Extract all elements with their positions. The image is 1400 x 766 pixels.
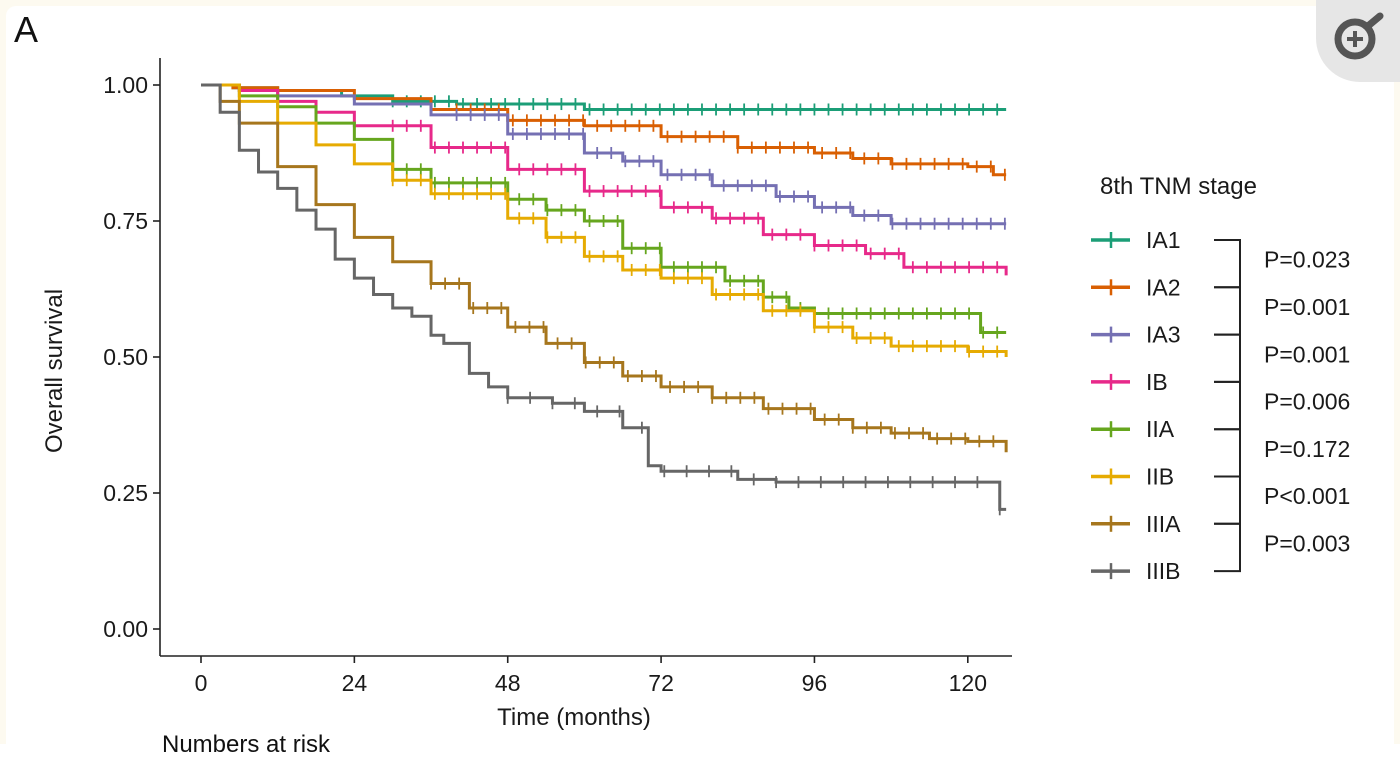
pvalue-bracket [1214, 239, 1241, 289]
y-tick-label: 0.50 [103, 344, 148, 370]
numbers-at-risk-heading: Numbers at risk [162, 731, 331, 758]
legend: 8th TNM stage IA1 IA2 IA3 IB IIA IIB IIIA IIIB P=… [1091, 173, 1350, 584]
x-tick-label: 120 [949, 670, 987, 696]
panel-label: A [14, 9, 39, 50]
legend-label-IIIB: IIIB [1146, 558, 1181, 584]
series-line-IA2 [201, 83, 1007, 177]
pvalue-label: P=0.003 [1264, 530, 1350, 556]
x-axis-label: Time (months) [497, 704, 651, 731]
legend-label-IIB: IIB [1146, 464, 1174, 490]
x-tick-label: 96 [802, 670, 828, 696]
series-IB [201, 83, 1008, 276]
x-tick-label: 0 [195, 670, 208, 696]
series-line-IA3 [201, 83, 1007, 226]
series-IIIA [201, 83, 1008, 453]
pvalue-label: P=0.006 [1264, 389, 1350, 415]
series-line-IIB [201, 83, 1008, 357]
pvalue-bracket [1214, 380, 1241, 431]
y-tick-label: 1.00 [103, 72, 148, 98]
legend-label-IA3: IA3 [1146, 322, 1181, 348]
series-IIB [201, 83, 1008, 358]
pvalue-label: P<0.001 [1264, 483, 1350, 509]
legend-label-IIIA: IIIA [1146, 511, 1181, 537]
y-tick-label: 0.00 [103, 616, 148, 642]
series-line-IIIB [201, 83, 1007, 511]
y-tick-label: 0.75 [103, 208, 148, 234]
zoom-in-icon [1334, 12, 1384, 60]
pvalue-label: P=0.023 [1264, 247, 1350, 273]
pvalue-bracket [1214, 333, 1241, 383]
pvalue-label: P=0.001 [1264, 294, 1350, 320]
series-IIIB [201, 83, 1007, 516]
pvalue-label: P=0.172 [1264, 436, 1350, 462]
pvalue-bracket [1214, 428, 1241, 478]
pvalue-bracket [1214, 475, 1241, 525]
y-tick-label: 0.25 [103, 480, 148, 506]
zoom-button[interactable] [1316, 0, 1400, 82]
legend-label-IA2: IA2 [1146, 274, 1181, 300]
pvalue-bracket [1214, 522, 1241, 573]
series-IIA [201, 83, 1007, 339]
legend-label-IA1: IA1 [1146, 227, 1181, 253]
series-line-IIA [201, 83, 1007, 335]
legend-label-IB: IB [1146, 369, 1168, 395]
series-IA2 [201, 83, 1007, 181]
series-line-IB [201, 83, 1008, 276]
series-IA3 [201, 83, 1007, 230]
pvalue-bracket [1214, 286, 1241, 336]
y-axis-label: Overall survival [41, 289, 68, 453]
series-line-IIIA [201, 83, 1008, 453]
plot-area [201, 83, 1008, 516]
survival-chart: 0.00 0.25 0.50 0.75 1.00 0 24 48 72 96 120 Time (mo… [41, 58, 1350, 731]
x-tick-label: 48 [495, 670, 521, 696]
legend-label-IIA: IIA [1146, 416, 1175, 442]
axes: 0.00 0.25 0.50 0.75 1.00 0 24 48 72 96 120 Time (mo… [41, 58, 1012, 731]
pvalue-label: P=0.001 [1264, 341, 1350, 367]
legend-title: 8th TNM stage [1100, 173, 1257, 200]
x-tick-label: 24 [342, 670, 368, 696]
x-tick-label: 72 [648, 670, 674, 696]
